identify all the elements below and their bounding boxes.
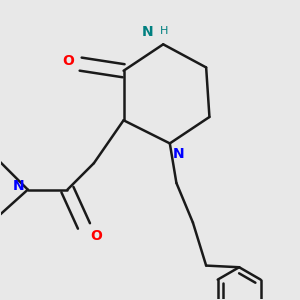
Text: H: H — [160, 26, 168, 36]
Text: O: O — [91, 229, 102, 243]
Text: O: O — [62, 54, 74, 68]
Text: N: N — [142, 26, 153, 39]
Text: N: N — [13, 179, 25, 193]
Text: N: N — [173, 147, 185, 161]
